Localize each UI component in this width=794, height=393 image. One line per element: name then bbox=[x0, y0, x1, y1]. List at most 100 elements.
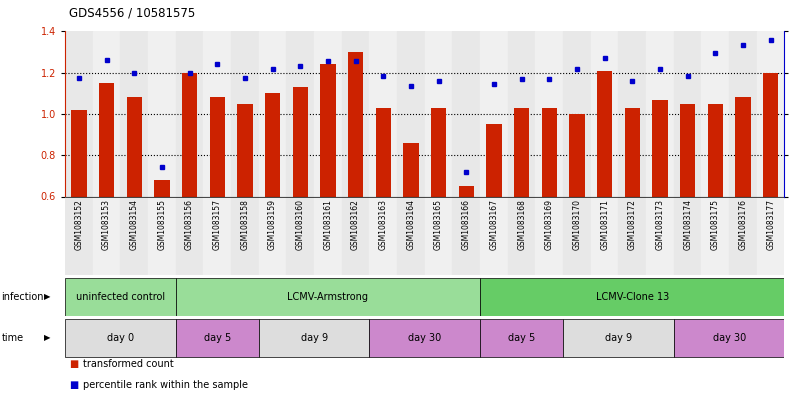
Bar bbox=[259, 196, 287, 275]
Bar bbox=[757, 196, 784, 275]
Bar bbox=[127, 97, 142, 320]
Bar bbox=[735, 97, 750, 320]
Bar bbox=[259, 31, 287, 196]
Text: GSM1083167: GSM1083167 bbox=[489, 199, 499, 250]
Bar bbox=[320, 64, 336, 320]
Bar bbox=[563, 319, 674, 357]
Bar bbox=[480, 319, 563, 357]
Bar bbox=[175, 278, 480, 316]
Bar bbox=[287, 196, 314, 275]
Text: GSM1083175: GSM1083175 bbox=[711, 199, 720, 250]
Bar bbox=[729, 196, 757, 275]
Bar bbox=[65, 31, 93, 196]
Bar bbox=[701, 196, 729, 275]
Bar bbox=[403, 143, 418, 320]
Bar bbox=[397, 31, 425, 196]
Bar bbox=[487, 124, 502, 320]
Text: day 9: day 9 bbox=[605, 333, 632, 343]
Bar bbox=[314, 196, 341, 275]
Bar bbox=[287, 31, 314, 196]
Text: GSM1083162: GSM1083162 bbox=[351, 199, 360, 250]
Bar bbox=[397, 196, 425, 275]
Bar bbox=[542, 108, 557, 320]
Bar bbox=[99, 83, 114, 320]
Text: day 30: day 30 bbox=[408, 333, 441, 343]
Bar bbox=[148, 31, 175, 196]
Bar bbox=[508, 31, 535, 196]
Bar bbox=[182, 73, 197, 320]
Bar bbox=[231, 31, 259, 196]
Text: ■: ■ bbox=[69, 358, 79, 369]
Bar bbox=[431, 108, 446, 320]
Text: GSM1083172: GSM1083172 bbox=[628, 199, 637, 250]
Bar bbox=[93, 31, 121, 196]
Text: GSM1083159: GSM1083159 bbox=[268, 199, 277, 250]
Bar bbox=[619, 196, 646, 275]
Bar bbox=[341, 196, 369, 275]
Bar bbox=[653, 99, 668, 320]
Text: uninfected control: uninfected control bbox=[76, 292, 165, 302]
Text: GSM1083168: GSM1083168 bbox=[517, 199, 526, 250]
Text: GSM1083169: GSM1083169 bbox=[545, 199, 553, 250]
Text: GSM1083165: GSM1083165 bbox=[434, 199, 443, 250]
Bar bbox=[210, 97, 225, 320]
Bar bbox=[619, 31, 646, 196]
Bar bbox=[121, 196, 148, 275]
Bar bbox=[203, 31, 231, 196]
Text: GSM1083152: GSM1083152 bbox=[75, 199, 83, 250]
Text: time: time bbox=[2, 333, 24, 343]
Bar bbox=[563, 196, 591, 275]
Bar bbox=[535, 31, 563, 196]
Text: GSM1083164: GSM1083164 bbox=[407, 199, 415, 250]
Text: infection: infection bbox=[2, 292, 44, 302]
Bar bbox=[763, 73, 778, 320]
Bar bbox=[480, 31, 508, 196]
Bar bbox=[453, 196, 480, 275]
Text: day 9: day 9 bbox=[301, 333, 328, 343]
Bar bbox=[314, 31, 341, 196]
Bar bbox=[154, 180, 170, 320]
Text: GSM1083170: GSM1083170 bbox=[572, 199, 581, 250]
Text: LCMV-Clone 13: LCMV-Clone 13 bbox=[596, 292, 669, 302]
Bar bbox=[646, 196, 674, 275]
Bar bbox=[376, 108, 391, 320]
Bar bbox=[237, 104, 252, 320]
Bar bbox=[341, 31, 369, 196]
Bar bbox=[203, 196, 231, 275]
Bar bbox=[729, 31, 757, 196]
Bar bbox=[65, 196, 93, 275]
Bar bbox=[93, 196, 121, 275]
Text: GSM1083155: GSM1083155 bbox=[157, 199, 167, 250]
Bar bbox=[508, 196, 535, 275]
Bar bbox=[369, 31, 397, 196]
Bar bbox=[175, 319, 259, 357]
Text: ▶: ▶ bbox=[44, 334, 51, 342]
Text: GSM1083158: GSM1083158 bbox=[241, 199, 249, 250]
Bar bbox=[148, 196, 175, 275]
Bar bbox=[680, 104, 696, 320]
Bar bbox=[453, 31, 480, 196]
Text: GDS4556 / 10581575: GDS4556 / 10581575 bbox=[69, 7, 195, 20]
Text: GSM1083173: GSM1083173 bbox=[656, 199, 665, 250]
Text: GSM1083174: GSM1083174 bbox=[683, 199, 692, 250]
Bar bbox=[425, 31, 453, 196]
Text: GSM1083157: GSM1083157 bbox=[213, 199, 222, 250]
Bar bbox=[480, 196, 508, 275]
Bar bbox=[674, 196, 701, 275]
Bar bbox=[369, 319, 480, 357]
Bar bbox=[65, 319, 175, 357]
Text: percentile rank within the sample: percentile rank within the sample bbox=[83, 380, 249, 390]
Text: day 5: day 5 bbox=[203, 333, 231, 343]
Bar bbox=[591, 31, 619, 196]
Text: GSM1083160: GSM1083160 bbox=[296, 199, 305, 250]
Bar bbox=[625, 108, 640, 320]
Text: GSM1083177: GSM1083177 bbox=[766, 199, 775, 250]
Text: ▶: ▶ bbox=[44, 292, 51, 301]
Bar bbox=[348, 52, 363, 320]
Text: GSM1083154: GSM1083154 bbox=[129, 199, 139, 250]
Text: day 5: day 5 bbox=[508, 333, 535, 343]
Bar bbox=[480, 278, 784, 316]
Text: GSM1083176: GSM1083176 bbox=[738, 199, 747, 250]
Bar bbox=[701, 31, 729, 196]
Bar bbox=[71, 110, 87, 320]
